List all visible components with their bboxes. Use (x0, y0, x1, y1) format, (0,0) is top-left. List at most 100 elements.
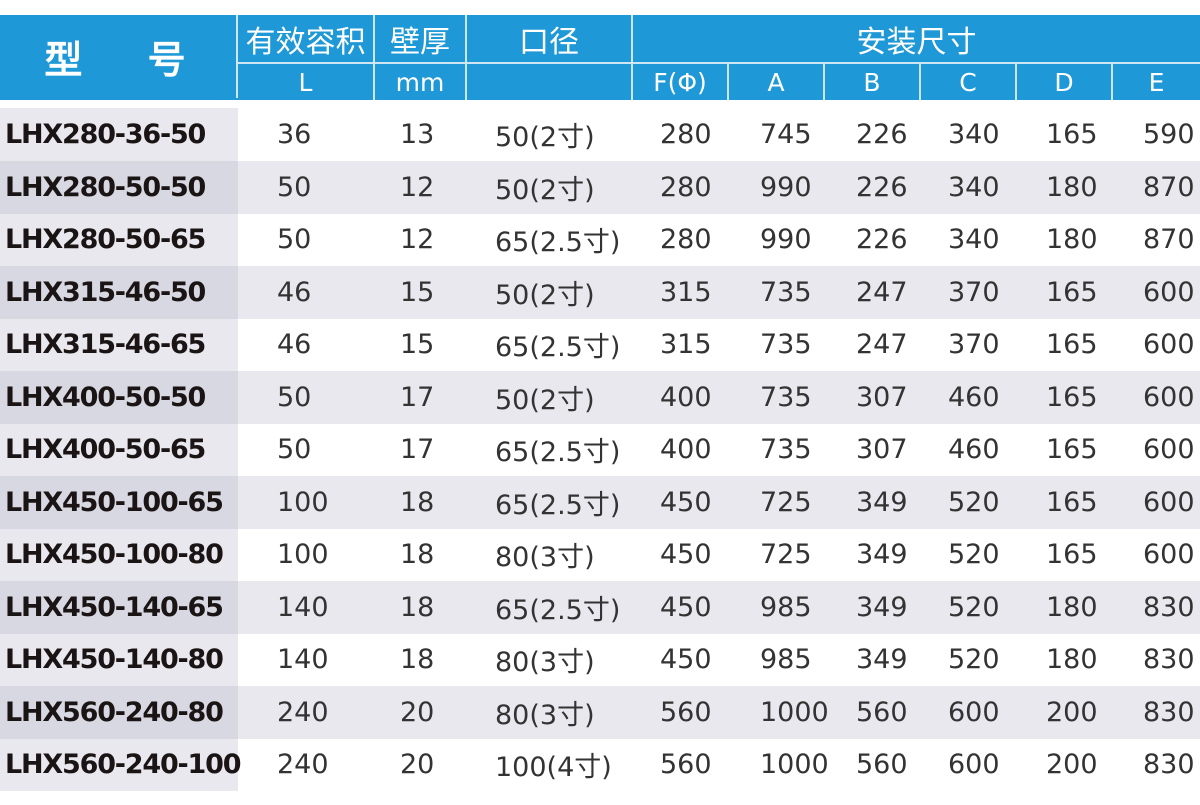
cell-thickness: 17 (400, 381, 435, 413)
cell-c: 340 (948, 224, 1000, 256)
cell-d: 180 (1046, 171, 1098, 203)
cell-f: 450 (660, 591, 712, 623)
header-a: A (729, 64, 825, 100)
cell-a: 735 (760, 329, 812, 361)
cell-c: 370 (948, 276, 1000, 308)
cell-a: 985 (760, 644, 812, 676)
table-row: LHX450-140-80 140 18 80(3寸) 450 985 349 520 180 8… (0, 633, 1200, 686)
cell-b: 247 (856, 329, 908, 361)
cell-b: 349 (856, 644, 908, 676)
cell-thickness: 12 (400, 171, 435, 203)
table-header: 型 号 有效容积 壁厚 口径 安装尺寸 L mm F(Φ) A B C D E (0, 15, 1200, 100)
cell-thickness: 17 (400, 434, 435, 466)
cell-a: 725 (760, 539, 812, 571)
cell-a: 735 (760, 381, 812, 413)
cell-thickness: 20 (400, 749, 435, 781)
cell-e: 600 (1143, 329, 1195, 361)
cell-c: 520 (948, 591, 1000, 623)
header-port: 口径 (467, 15, 633, 62)
cell-a: 725 (760, 486, 812, 518)
cell-b: 226 (856, 119, 908, 150)
cell-f: 315 (660, 329, 712, 361)
cell-d: 165 (1046, 539, 1098, 571)
header-e: E (1148, 67, 1165, 97)
table-row: LHX450-100-65 100 18 65(2.5寸) 450 725 349 520 16… (0, 476, 1200, 529)
table-body: LHX280-36-50 36 13 50(2寸) 280 745 226 340 165 590… (0, 98, 1200, 791)
cell-model: LHX560-240-80 (0, 686, 238, 739)
cell-model: LHX315-46-50 (0, 266, 238, 319)
cell-port: 65(2.5寸) (495, 594, 621, 626)
cell-a: 735 (760, 276, 812, 308)
cell-e: 600 (1143, 276, 1195, 308)
cell-volume: 100 (277, 486, 329, 518)
header-volume: 有效容积 (238, 15, 375, 62)
cell-f: 280 (660, 119, 712, 150)
cell-b: 226 (856, 171, 908, 203)
cell-thickness: 18 (400, 644, 435, 676)
cell-d: 165 (1046, 276, 1098, 308)
cell-a: 990 (760, 171, 812, 203)
table-row: LHX315-46-50 46 15 50(2寸) 315 735 247 370 165 600 (0, 266, 1200, 319)
cell-port: 80(3寸) (495, 699, 595, 731)
cell-volume: 240 (277, 749, 329, 781)
cell-volume: 46 (277, 329, 312, 361)
cell-volume: 46 (277, 276, 312, 308)
header-f: F(Φ) (633, 64, 729, 100)
cell-port: 50(2寸) (495, 279, 595, 311)
cell-model: LHX450-100-80 (0, 528, 238, 581)
cell-model: LHX280-36-50 (0, 108, 238, 161)
cell-d: 180 (1046, 224, 1098, 256)
cell-c: 340 (948, 119, 1000, 150)
cell-volume: 50 (277, 381, 312, 413)
cell-model: LHX450-140-65 (0, 581, 238, 634)
cell-port: 65(2.5寸) (495, 227, 621, 259)
cell-model: LHX400-50-65 (0, 423, 238, 476)
cell-e: 600 (1143, 486, 1195, 518)
cell-a: 1000 (760, 696, 829, 728)
cell-b: 560 (856, 696, 908, 728)
cell-e: 590 (1143, 119, 1195, 150)
cell-model: LHX560-240-100 (0, 738, 242, 791)
cell-thickness: 15 (400, 329, 435, 361)
cell-f: 280 (660, 171, 712, 203)
header-install: 安装尺寸 (856, 24, 977, 60)
cell-b: 560 (856, 749, 908, 781)
cell-e: 830 (1143, 591, 1195, 623)
cell-e: 870 (1143, 224, 1195, 256)
cell-port: 50(2寸) (495, 122, 595, 153)
header-b: B (825, 64, 921, 100)
cell-c: 520 (948, 486, 1000, 518)
cell-volume: 50 (277, 224, 312, 256)
cell-a: 1000 (760, 749, 829, 781)
cell-port: 65(2.5寸) (495, 489, 621, 521)
cell-port: 80(3寸) (495, 542, 595, 574)
cell-volume: 100 (277, 539, 329, 571)
table-row: LHX280-36-50 36 13 50(2寸) 280 745 226 340 165 590 (0, 98, 1200, 161)
cell-volume: 140 (277, 591, 329, 623)
cell-a: 735 (760, 434, 812, 466)
header-volume-unit: L (238, 64, 375, 100)
cell-thickness: 18 (400, 539, 435, 571)
cell-c: 340 (948, 171, 1000, 203)
table-row: LHX315-46-65 46 15 65(2.5寸) 315 735 247 370 165 6… (0, 318, 1200, 371)
table-row: LHX280-50-65 50 12 65(2.5寸) 280 990 226 340 180 8… (0, 213, 1200, 266)
header-d: D (1017, 64, 1113, 100)
table-row: LHX560-240-100 240 20 100(4寸) 560 1000 560 600 2… (0, 738, 1200, 791)
cell-e: 870 (1143, 171, 1195, 203)
cell-volume: 50 (277, 434, 312, 466)
cell-d: 165 (1046, 434, 1098, 466)
cell-a: 985 (760, 591, 812, 623)
cell-f: 560 (660, 696, 712, 728)
cell-port: 50(2寸) (495, 174, 595, 206)
cell-model: LHX450-100-65 (0, 476, 238, 529)
cell-e: 830 (1143, 696, 1195, 728)
cell-a: 990 (760, 224, 812, 256)
table-row: LHX560-240-80 240 20 80(3寸) 560 1000 560 600 200… (0, 686, 1200, 739)
cell-thickness: 18 (400, 486, 435, 518)
header-thickness-unit: mm (375, 64, 467, 100)
cell-e: 830 (1143, 749, 1195, 781)
cell-f: 560 (660, 749, 712, 781)
cell-b: 349 (856, 591, 908, 623)
cell-f: 450 (660, 644, 712, 676)
cell-d: 200 (1046, 696, 1098, 728)
